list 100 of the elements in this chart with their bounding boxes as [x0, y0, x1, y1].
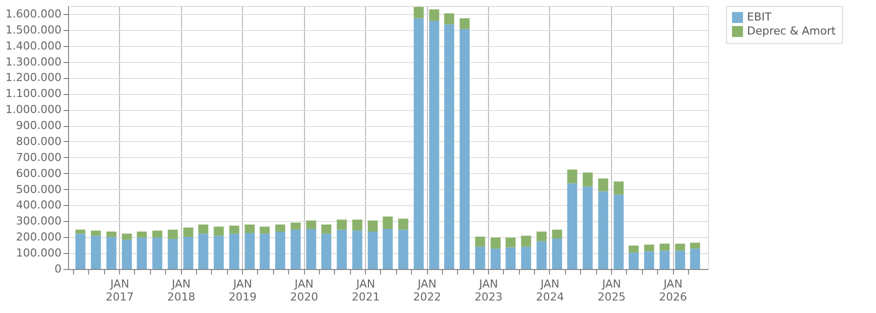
bar [628, 246, 639, 253]
bar [229, 226, 240, 234]
x-tick-label: JAN 2021 [352, 278, 380, 304]
x-tick-label: JAN 2017 [106, 278, 134, 304]
y-tick-label: 700.000 [16, 150, 62, 164]
bar [90, 230, 101, 236]
bar [582, 172, 593, 187]
bar [506, 247, 516, 269]
bar [368, 232, 378, 269]
bar [90, 236, 101, 269]
y-tick-label: 1.300.000 [6, 55, 62, 68]
bar [183, 236, 194, 269]
bar [521, 236, 532, 247]
bar [106, 232, 116, 237]
x-tick-label: JAN 2025 [598, 278, 626, 304]
bar [660, 250, 670, 269]
bar [198, 224, 208, 234]
bar [614, 194, 624, 269]
legend-label: EBIT [747, 10, 772, 24]
x-tick-label: JAN 2020 [290, 278, 318, 304]
bar [183, 228, 194, 237]
bar [644, 244, 654, 252]
bar [336, 230, 347, 269]
bar [136, 232, 147, 238]
bar [290, 222, 301, 230]
x-tick-label: JAN 2026 [659, 278, 688, 304]
bar [352, 220, 362, 231]
y-tick-label: 0 [54, 262, 62, 276]
bar [675, 244, 686, 251]
bar [614, 181, 624, 195]
y-tick-label: 500.000 [16, 182, 62, 196]
y-tick-label: 600.000 [16, 166, 62, 180]
bar [567, 183, 578, 269]
bar [260, 234, 270, 269]
bar [106, 236, 116, 269]
y-tick-label: 900.000 [16, 119, 62, 132]
y-tick-label: 1.500.000 [6, 23, 62, 36]
bar [444, 13, 454, 24]
bar [275, 232, 286, 269]
bar [429, 20, 440, 269]
bar [460, 18, 470, 29]
bar [475, 246, 486, 269]
y-tick-label: 1.400.000 [6, 39, 62, 52]
bar [552, 238, 562, 269]
bar [567, 170, 578, 184]
bar [521, 246, 532, 269]
bar [352, 230, 362, 269]
bar [275, 224, 286, 232]
bar [306, 228, 316, 269]
bar [690, 248, 700, 269]
legend-label: Deprec & Amort [747, 24, 836, 38]
bar [598, 178, 608, 192]
bar [690, 242, 700, 249]
bar [382, 216, 393, 229]
bar [168, 239, 178, 269]
bar [229, 234, 240, 269]
y-tick-label: 400.000 [16, 198, 62, 212]
bar [414, 18, 424, 269]
bar [582, 186, 593, 269]
bar [444, 24, 454, 269]
bar [644, 251, 654, 269]
bar [475, 236, 486, 247]
bar [536, 241, 547, 269]
bar [429, 9, 440, 21]
bar [460, 28, 470, 269]
y-tick-label: 1.100.000 [6, 87, 62, 100]
y-tick-label: 800.000 [16, 134, 62, 148]
bar [75, 234, 86, 269]
bar [536, 232, 547, 242]
bar [398, 230, 408, 269]
bar [75, 230, 86, 234]
bar [214, 236, 224, 269]
x-tick-label: JAN 2019 [228, 278, 257, 304]
x-tick-label: JAN 2022 [413, 278, 442, 304]
bar [598, 191, 608, 269]
bar [490, 238, 501, 249]
bar [628, 252, 639, 269]
bar [675, 250, 686, 269]
y-tick-label: 1.200.000 [6, 71, 62, 84]
bar [214, 226, 224, 236]
bar [168, 230, 178, 240]
bar [244, 224, 255, 233]
x-tick-label: JAN 2023 [474, 278, 503, 304]
bar [290, 230, 301, 269]
bar [552, 230, 562, 239]
bar [336, 220, 347, 230]
y-tick-label: 300.000 [16, 214, 62, 228]
bar [660, 244, 670, 251]
bar [321, 234, 332, 269]
y-tick-label: 1.600.000 [6, 7, 62, 20]
bar [306, 220, 316, 229]
bar [136, 238, 147, 269]
bar [382, 228, 393, 269]
bar [122, 234, 132, 240]
y-tick-label: 1.000.000 [6, 103, 62, 116]
bar [321, 224, 332, 234]
y-tick-label: 100.000 [16, 246, 62, 260]
bar [398, 218, 408, 230]
bar [506, 238, 516, 248]
bar [152, 238, 162, 269]
